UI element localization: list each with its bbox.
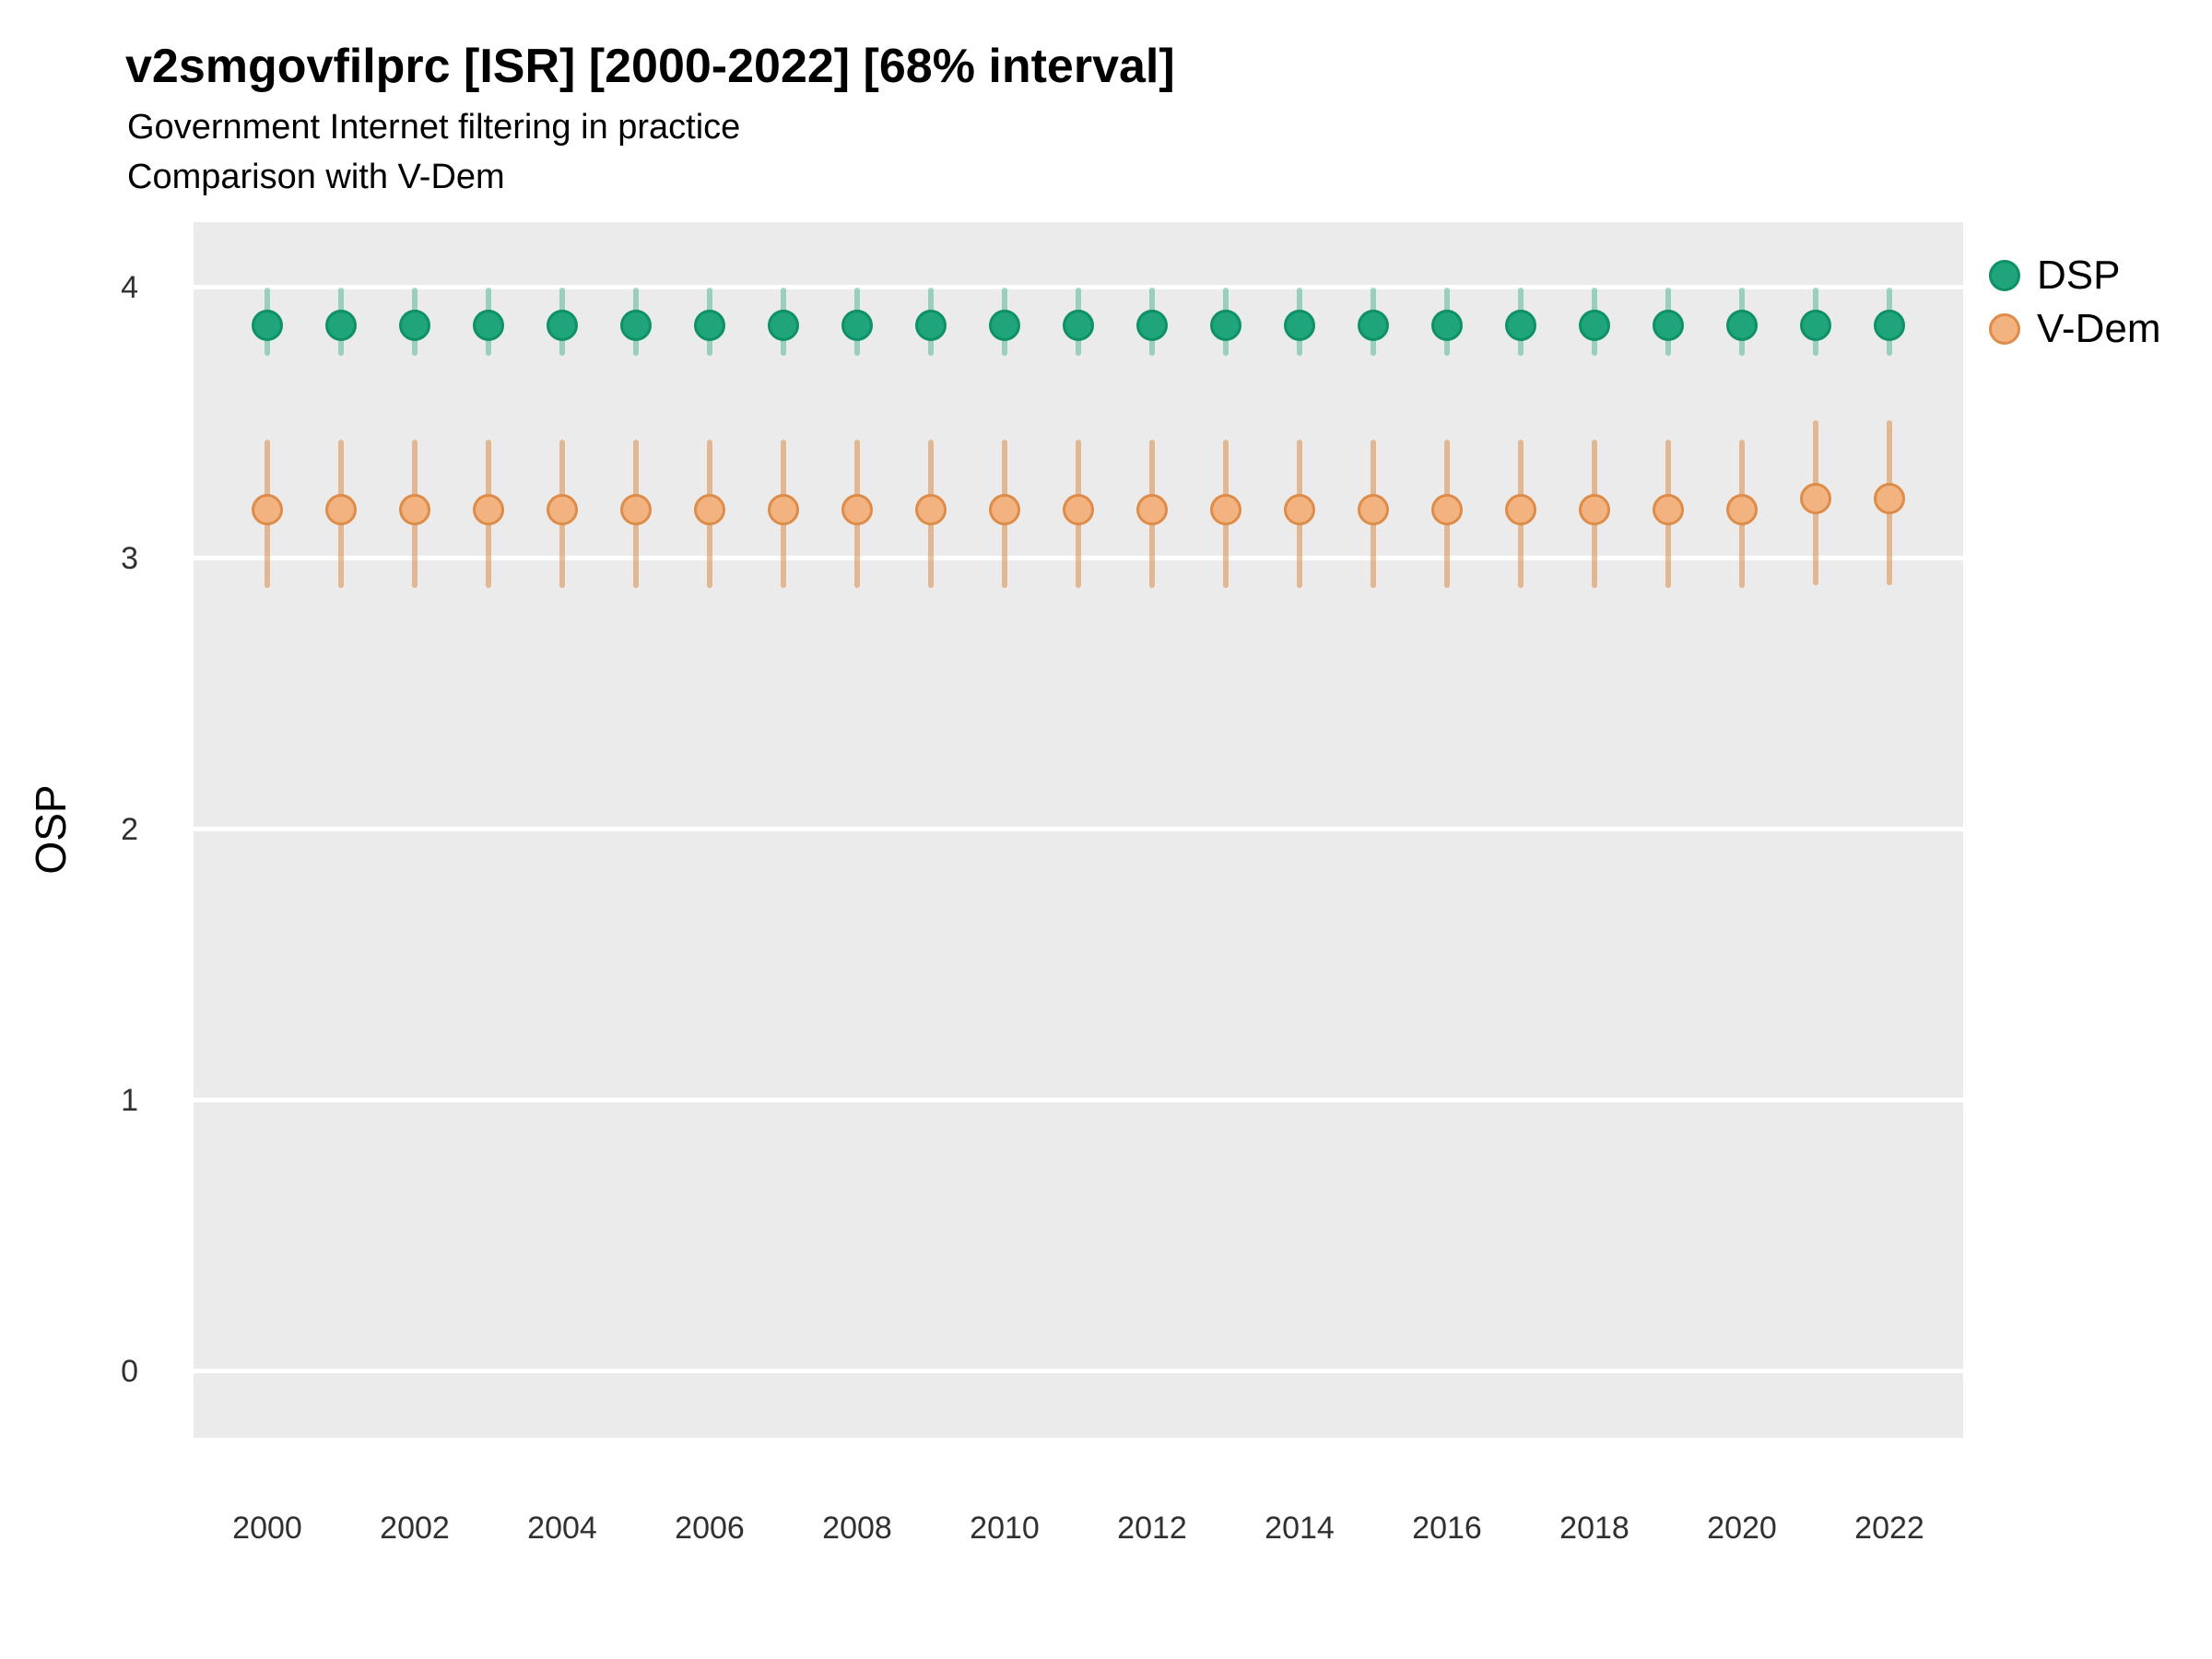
dsp-point-2014	[1284, 310, 1315, 342]
vdem-point-2014	[1284, 494, 1315, 526]
x-tick-label-2016: 2016	[1412, 1511, 1482, 1546]
gridline-y-1	[194, 1098, 1963, 1102]
x-tick-label-2018: 2018	[1559, 1511, 1630, 1546]
vdem-point-2016	[1431, 494, 1463, 526]
vdem-point-2004	[547, 494, 578, 526]
dsp-point-2008	[841, 310, 873, 342]
x-tick-label-2008: 2008	[822, 1511, 892, 1546]
gridline-y-2	[194, 827, 1963, 831]
chart-title: v2smgovfilprc [ISR] [2000-2022] [68% int…	[125, 40, 1175, 93]
vdem-point-2020	[1726, 494, 1758, 526]
legend-label-vdem: V-Dem	[2037, 306, 2161, 351]
dsp-point-2020	[1726, 310, 1758, 342]
legend-label-dsp: DSP	[2037, 253, 2121, 298]
dsp-point-2019	[1653, 310, 1684, 342]
dsp-point-2005	[620, 310, 652, 342]
vdem-legend-dot-icon	[1989, 313, 2020, 345]
y-tick-label-1: 1	[121, 1083, 138, 1118]
dsp-point-2006	[694, 310, 725, 342]
vdem-point-2010	[989, 494, 1020, 526]
vdem-point-2019	[1653, 494, 1684, 526]
x-tick-label-2022: 2022	[1854, 1511, 1924, 1546]
x-tick-label-2010: 2010	[970, 1511, 1040, 1546]
dsp-point-2012	[1136, 310, 1168, 342]
vdem-point-2002	[399, 494, 430, 526]
dsp-point-2011	[1063, 310, 1094, 342]
vdem-point-2022	[1874, 483, 1905, 515]
vdem-point-2008	[841, 494, 873, 526]
dsp-point-2007	[768, 310, 799, 342]
vdem-point-2017	[1505, 494, 1536, 526]
vdem-point-2015	[1358, 494, 1389, 526]
legend-entry-dsp: DSP	[1989, 254, 2120, 297]
dsp-point-2009	[915, 310, 947, 342]
x-tick-label-2012: 2012	[1117, 1511, 1187, 1546]
legend-entry-vdem: V-Dem	[1989, 308, 2160, 350]
dsp-point-2001	[325, 310, 357, 342]
dsp-point-2004	[547, 310, 578, 342]
vdem-point-2001	[325, 494, 357, 526]
vdem-point-2006	[694, 494, 725, 526]
vdem-point-2005	[620, 494, 652, 526]
vdem-point-2012	[1136, 494, 1168, 526]
dsp-point-2010	[989, 310, 1020, 342]
gridline-y-0	[194, 1369, 1963, 1373]
vdem-point-2009	[915, 494, 947, 526]
dsp-legend-dot-icon	[1989, 260, 2020, 291]
chart-subtitle-1: Government Internet filtering in practic…	[127, 108, 741, 147]
vdem-point-2013	[1210, 494, 1241, 526]
vdem-point-2007	[768, 494, 799, 526]
vdem-point-2003	[473, 494, 504, 526]
plot-panel	[194, 222, 1963, 1438]
dsp-point-2021	[1800, 310, 1831, 342]
dsp-point-2002	[399, 310, 430, 342]
dsp-point-2022	[1874, 310, 1905, 342]
vdem-point-2021	[1800, 483, 1831, 515]
y-tick-label-4: 4	[121, 270, 138, 305]
y-tick-label-2: 2	[121, 812, 138, 847]
y-tick-label-3: 3	[121, 541, 138, 576]
dsp-point-2016	[1431, 310, 1463, 342]
x-tick-label-2002: 2002	[380, 1511, 450, 1546]
vdem-point-2000	[252, 494, 283, 526]
dsp-point-2018	[1579, 310, 1610, 342]
x-tick-label-2000: 2000	[232, 1511, 302, 1546]
x-tick-label-2006: 2006	[675, 1511, 745, 1546]
x-tick-label-2014: 2014	[1265, 1511, 1335, 1546]
x-tick-label-2004: 2004	[527, 1511, 597, 1546]
dsp-point-2015	[1358, 310, 1389, 342]
y-tick-label-0: 0	[121, 1354, 138, 1389]
dsp-point-2013	[1210, 310, 1241, 342]
vdem-point-2018	[1579, 494, 1610, 526]
dsp-point-2017	[1505, 310, 1536, 342]
x-tick-label-2020: 2020	[1707, 1511, 1777, 1546]
vdem-point-2011	[1063, 494, 1094, 526]
dsp-point-2003	[473, 310, 504, 342]
chart-subtitle-2: Comparison with V-Dem	[127, 158, 505, 196]
gridline-y-4	[194, 285, 1963, 289]
dsp-point-2000	[252, 310, 283, 342]
